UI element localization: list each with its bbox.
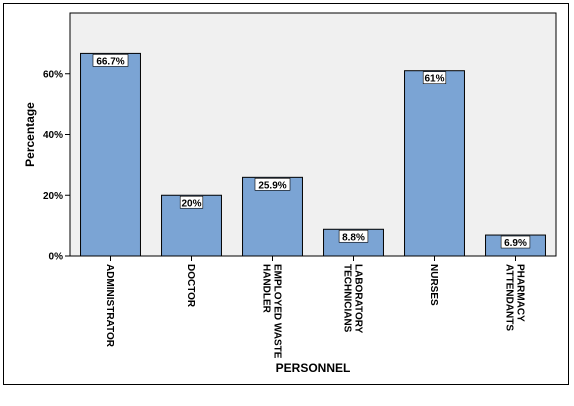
x-tick-label-line: HANDLER [261,264,272,314]
x-tick-label-line: PHARMACY [515,264,526,322]
x-tick-label: NURSES [428,264,439,306]
x-axis-title: PERSONNEL [276,361,351,375]
bars-group [80,52,546,257]
y-tick-label: 60% [43,69,63,80]
y-tick-label: 40% [43,130,63,141]
bar [80,52,141,257]
data-label-text: 8.8% [342,232,365,243]
data-labels-group: 66.7% 20% 25.9% 8.8% 61% 6.9% [92,54,531,249]
x-tick-label-line: NURSES [428,264,439,306]
data-label-text: 20% [181,198,201,209]
y-axis: 0% 20% 40% 60% [43,69,70,263]
data-label-text: 61% [424,74,444,85]
bar [404,70,465,257]
y-tick-label: 0% [49,252,64,263]
x-tick-label: DOCTOR [185,264,196,308]
data-label: 61% [422,71,447,85]
data-label: 25.9% [254,178,291,191]
data-label-box [422,71,447,85]
x-axis: ADMINISTRATOR DOCTOR EMPLOYED WASTEHANDLER… [104,256,526,359]
y-axis-title: Percentage [23,102,37,167]
y-tick-label: 20% [43,191,63,202]
data-label: 6.9% [500,235,531,249]
data-label: 8.8% [338,229,369,243]
plot-area [69,12,557,257]
data-label-box [500,235,531,249]
data-label: 66.7% [92,54,129,67]
data-label: 20% [179,195,204,209]
x-tick-label: ADMINISTRATOR [104,264,115,348]
x-tick-label-line: ADMINISTRATOR [104,264,115,348]
x-tick-label-line: DOCTOR [185,264,196,308]
data-label-text: 66.7% [96,56,124,67]
data-label-box [92,54,129,67]
x-tick-label-line: ATTENDANTS [504,264,515,331]
x-tick-label-line: EMPLOYED WASTE [272,264,283,359]
data-label-box [179,195,204,209]
x-tick-label-line: TECHNICIANS [342,264,353,333]
data-label-text: 25.9% [258,180,286,191]
data-label-box [254,178,291,191]
data-label-box [338,229,369,243]
x-tick-label-line: LABORATORY [353,264,364,334]
data-label-text: 6.9% [504,238,527,249]
